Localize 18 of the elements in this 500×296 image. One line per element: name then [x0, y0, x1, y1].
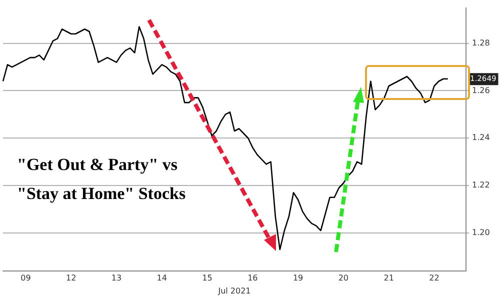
x-tick-label: 20 [338, 274, 349, 283]
x-tick-label: 14 [156, 274, 167, 283]
x-tick-label: 12 [66, 274, 76, 283]
x-tick-label: 22 [429, 274, 440, 283]
y-tick-label: 1.22 [472, 180, 490, 190]
x-tick-label: 21 [384, 274, 394, 283]
annotation: "Stay at Home" Stocks [17, 184, 186, 203]
y-tick-label: 1.28 [472, 38, 490, 48]
x-tick-label: 19 [292, 274, 304, 283]
y-tick-label: 1.26 [472, 86, 490, 95]
x-tick-label: 15 [202, 274, 212, 283]
y-tick-label: 1.20 [472, 228, 490, 237]
x-tick-label: 13 [111, 274, 122, 283]
annotation: "Get Out & Party" vs [17, 154, 178, 174]
x-axis-title: Jul 2021 [217, 286, 251, 296]
x-tick-label: 16 [248, 274, 258, 283]
y-tick-label: 1.24 [472, 133, 490, 142]
x-tick-label: 09 [20, 274, 31, 283]
